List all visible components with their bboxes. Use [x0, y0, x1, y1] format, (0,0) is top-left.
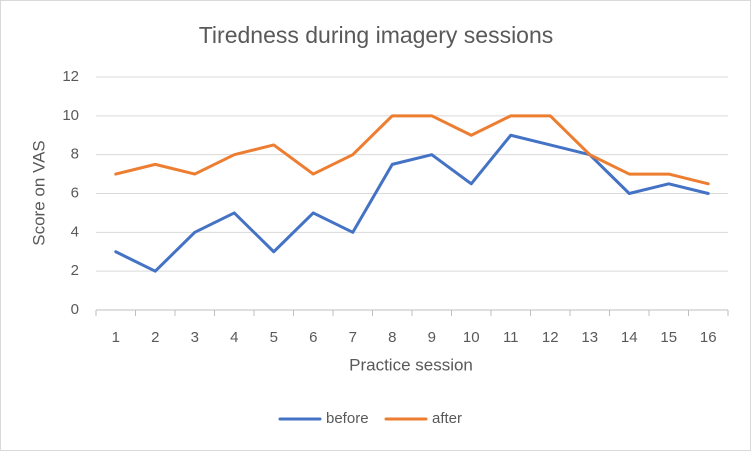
- legend-label: before: [326, 410, 369, 427]
- x-tick-label: 12: [542, 329, 559, 346]
- x-tick-label: 1: [112, 329, 120, 346]
- x-tick-label: 3: [191, 329, 199, 346]
- y-tick-label: 4: [71, 223, 79, 240]
- x-tick-label: 2: [151, 329, 159, 346]
- x-tick-label: 9: [428, 329, 436, 346]
- chart-title: Tiredness during imagery sessions: [199, 22, 554, 48]
- legend-label: after: [432, 410, 462, 427]
- x-tick-label: 6: [309, 329, 317, 346]
- x-tick-label: 15: [660, 329, 677, 346]
- series-line: [114, 114, 710, 186]
- series-line: [114, 133, 710, 273]
- x-tick-label: 7: [349, 329, 357, 346]
- y-tick-label: 10: [62, 107, 79, 124]
- x-tick-label: 4: [230, 329, 238, 346]
- x-tick-label: 5: [270, 329, 278, 346]
- x-tick-label: 13: [581, 329, 598, 346]
- x-tick-label: 16: [700, 329, 717, 346]
- x-tick-label: 8: [388, 329, 396, 346]
- y-tick-label: 8: [71, 146, 79, 163]
- y-tick-label: 2: [71, 262, 79, 279]
- y-tick-label: 0: [71, 301, 79, 318]
- x-tick-label: 11: [503, 329, 519, 346]
- y-tick-label: 6: [71, 184, 79, 201]
- y-tick-label: 12: [62, 68, 79, 85]
- x-tick-label: 14: [621, 329, 638, 346]
- y-axis-title: Score on VAS: [29, 140, 48, 246]
- x-axis-title: Practice session: [349, 355, 473, 374]
- x-tick-label: 10: [463, 329, 480, 346]
